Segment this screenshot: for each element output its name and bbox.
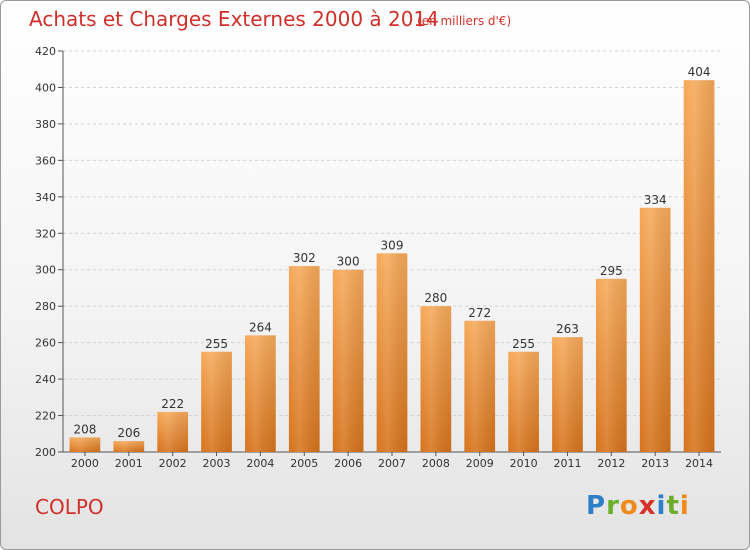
y-tick-label: 220 (35, 410, 56, 423)
y-tick-label: 420 (35, 45, 56, 58)
data-label: 255 (512, 337, 535, 351)
x-tick-label: 2002 (159, 457, 187, 470)
commune-name: COLPO (35, 495, 104, 519)
data-label: 309 (381, 238, 404, 252)
bar-shading (288, 266, 320, 452)
bar-shading (508, 351, 539, 452)
x-tick-label: 2006 (334, 457, 362, 470)
bar-shading (201, 351, 232, 452)
data-label: 280 (424, 291, 447, 305)
y-tick-label: 400 (35, 81, 56, 94)
y-tick-label: 340 (35, 191, 56, 204)
bar-shading (157, 411, 189, 452)
logo-letter: x (638, 491, 657, 521)
data-label: 222 (161, 397, 184, 411)
data-label: 295 (600, 264, 623, 278)
y-tick-label: 280 (35, 300, 56, 313)
data-label: 264 (249, 320, 272, 334)
y-tick-label: 300 (35, 264, 56, 277)
bar-shading (113, 441, 145, 452)
bar-shading (595, 278, 627, 452)
x-tick-label: 2014 (685, 457, 713, 470)
data-label: 302 (293, 251, 316, 265)
bar-shading (69, 437, 101, 452)
logo-letter: i (679, 491, 690, 521)
bar-shading (332, 269, 364, 452)
data-label: 334 (644, 193, 667, 207)
y-tick-label: 260 (35, 337, 56, 350)
logo-letter: t (666, 491, 680, 521)
data-label: 208 (73, 422, 96, 436)
x-tick-label: 2005 (290, 457, 318, 470)
data-label: 255 (205, 337, 228, 351)
x-tick-label: 2008 (422, 457, 450, 470)
x-tick-label: 2009 (466, 457, 494, 470)
data-label: 272 (468, 306, 491, 320)
x-tick-label: 2010 (510, 457, 538, 470)
x-tick-label: 2003 (203, 457, 231, 470)
x-tick-label: 2001 (115, 457, 143, 470)
y-tick-label: 380 (35, 118, 56, 131)
y-tick-label: 240 (35, 373, 56, 386)
bar-shading (464, 320, 496, 452)
bar-shading (376, 253, 408, 452)
x-tick-label: 2004 (246, 457, 274, 470)
y-tick-label: 360 (35, 154, 56, 167)
data-label: 263 (556, 322, 579, 336)
logo-letter: r (606, 491, 620, 521)
bar-shading (639, 207, 671, 452)
logo-letter: i (656, 491, 667, 521)
proxiti-logo: Proxiti (586, 491, 690, 521)
unit-note: (en milliers d'€) (417, 14, 512, 28)
chart-title: Achats et Charges Externes 2000 à 2014 (29, 7, 439, 31)
data-label: 206 (117, 426, 140, 440)
logo-letter: o (619, 491, 639, 521)
y-tick-label: 320 (35, 227, 56, 240)
bar-shading (245, 335, 276, 452)
bar-shading (420, 306, 452, 452)
data-label: 404 (688, 65, 711, 79)
x-tick-label: 2007 (378, 457, 406, 470)
data-label: 300 (337, 255, 360, 269)
x-tick-label: 2011 (553, 457, 581, 470)
logo-letter: P (586, 491, 607, 521)
x-tick-label: 2000 (71, 457, 99, 470)
bar-shading (683, 80, 715, 452)
x-tick-label: 2012 (597, 457, 625, 470)
y-tick-label: 200 (35, 446, 56, 459)
x-tick-label: 2013 (641, 457, 669, 470)
bar-shading (552, 337, 583, 452)
